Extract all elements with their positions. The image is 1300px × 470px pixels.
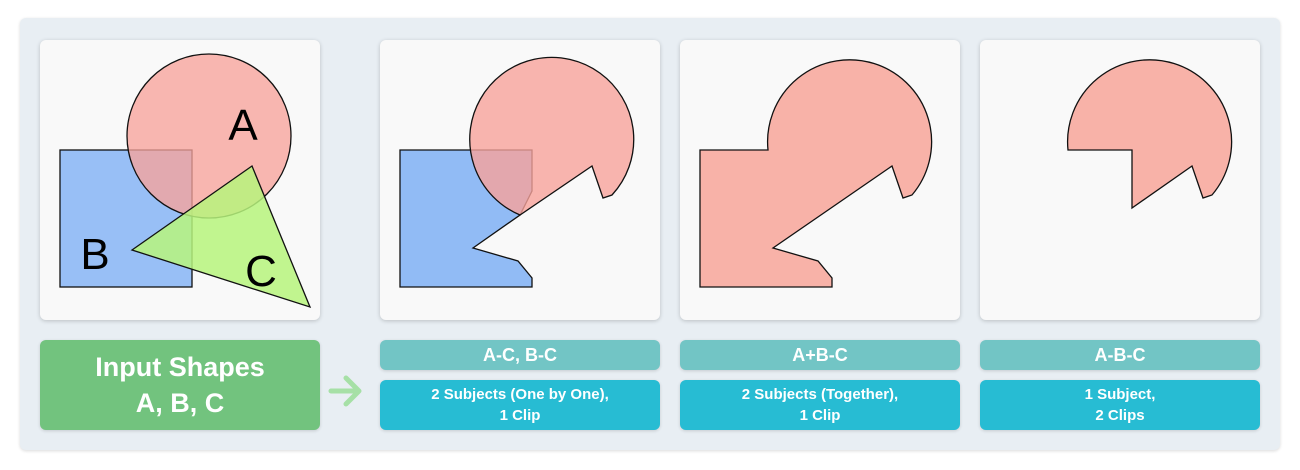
input-shapes-card: A B C [40, 40, 320, 320]
operation-description-3-line1: 1 Subject, [1084, 386, 1156, 403]
input-shapes-label: Input Shapes A, B, C [40, 340, 320, 430]
result-card-a-minus-b-minus-c [980, 40, 1260, 320]
operation-description-2: 2 Subjects (Together), 1 Clip [680, 380, 960, 430]
right-arrow-icon [328, 375, 362, 407]
result-card-a-minus-c-b-minus-c [380, 40, 660, 320]
result-figure-1 [399, 56, 635, 288]
result-a-minus-b-minus-c-shape [1066, 59, 1233, 210]
result-figure-3 [1066, 59, 1233, 210]
input-shapes-figure: A B C [59, 53, 312, 309]
shape-b-label: B [80, 230, 109, 279]
operation-description-1-line2: 1 Clip [499, 407, 541, 424]
input-title-line2: A, B, C [135, 388, 225, 418]
input-title-line1: Input Shapes [95, 352, 265, 382]
operation-description-2-line2: 1 Clip [799, 407, 841, 424]
shape-c-triangle [130, 165, 312, 309]
operation-description-3-line2: 2 Clips [1095, 407, 1145, 424]
shape-a-label: A [228, 101, 258, 150]
operation-expression-1: A-C, B-C [380, 340, 660, 370]
operation-description-3: 1 Subject, 2 Clips [980, 380, 1260, 430]
shape-c-label: C [245, 247, 277, 296]
result-a-minus-c-shape [469, 56, 635, 216]
result-union-minus-c-shape [699, 59, 933, 288]
result-figure-2 [699, 59, 933, 288]
operation-description-1-line1: 2 Subjects (One by One), [431, 386, 609, 403]
operation-expression-3: A-B-C [980, 340, 1260, 370]
operation-description-1: 2 Subjects (One by One), 1 Clip [380, 380, 660, 430]
operation-expression-2: A+B-C [680, 340, 960, 370]
result-card-a-plus-b-minus-c [680, 40, 960, 320]
operation-description-2-line1: 2 Subjects (Together), [741, 386, 899, 403]
shape-a-circle [126, 53, 292, 219]
